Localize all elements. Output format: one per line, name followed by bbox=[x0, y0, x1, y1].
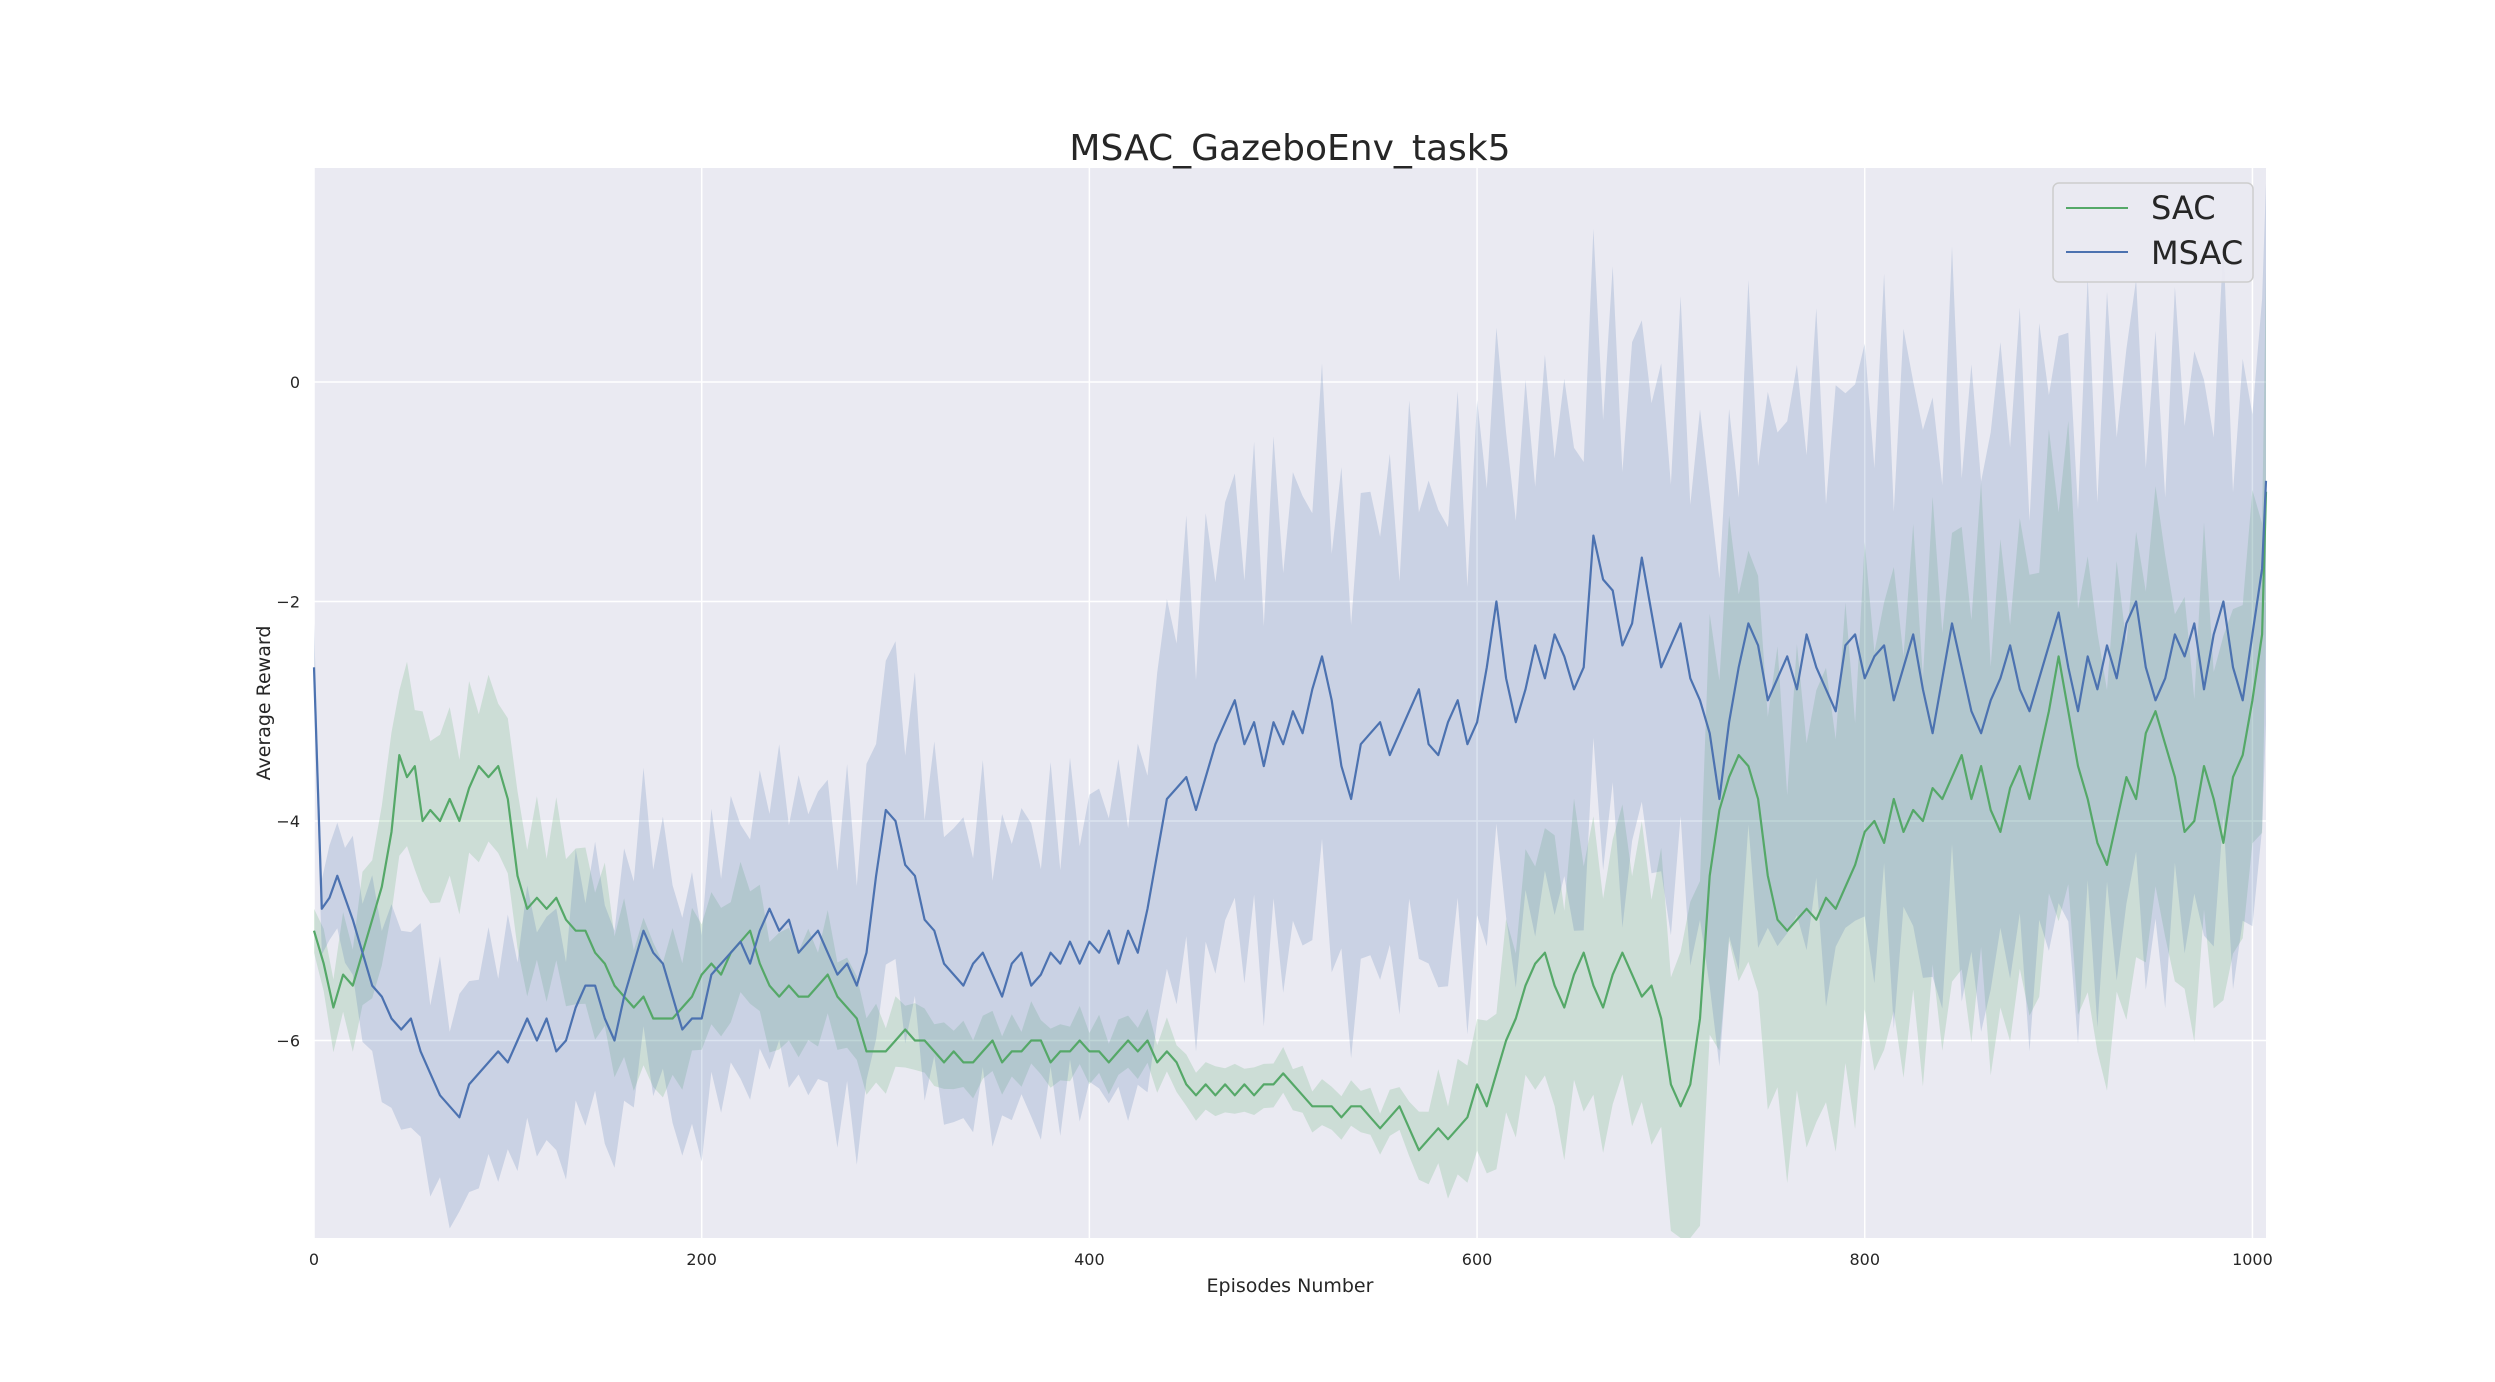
legend-msac-label: MSAC bbox=[2151, 234, 2243, 272]
y-tick-label: −4 bbox=[276, 812, 300, 831]
legend: SAC MSAC bbox=[2052, 182, 2254, 283]
x-tick-label: 400 bbox=[1074, 1250, 1105, 1269]
x-tick-label: 200 bbox=[686, 1250, 717, 1269]
y-tick-label: −6 bbox=[276, 1031, 300, 1050]
x-tick-label: 1000 bbox=[2232, 1250, 2273, 1269]
sac-line bbox=[312, 491, 2268, 1152]
x-axis-label: Episodes Number bbox=[1207, 1275, 1374, 1297]
x-tick-label: 800 bbox=[1849, 1250, 1880, 1269]
y-axis-label: Average Reward bbox=[253, 626, 275, 781]
x-tick-label: 0 bbox=[309, 1250, 319, 1269]
y-tick-label: 0 bbox=[290, 373, 300, 392]
x-tick-label: 600 bbox=[1462, 1250, 1493, 1269]
y-tick-labels: −6 −4 −2 0 bbox=[276, 373, 300, 1050]
msac-band bbox=[314, 183, 2266, 1229]
legend-sac-label: SAC bbox=[2151, 189, 2216, 227]
grid bbox=[313, 168, 2266, 1238]
y-tick-label: −2 bbox=[276, 592, 300, 611]
plot-background bbox=[314, 168, 2266, 1238]
x-tick-labels: 0 200 400 600 800 1000 bbox=[309, 1250, 2273, 1269]
series-lines bbox=[312, 480, 2268, 1152]
chart-title: MSAC_GazeboEnv_task5 bbox=[1069, 128, 1510, 169]
msac-line bbox=[312, 480, 2268, 1119]
